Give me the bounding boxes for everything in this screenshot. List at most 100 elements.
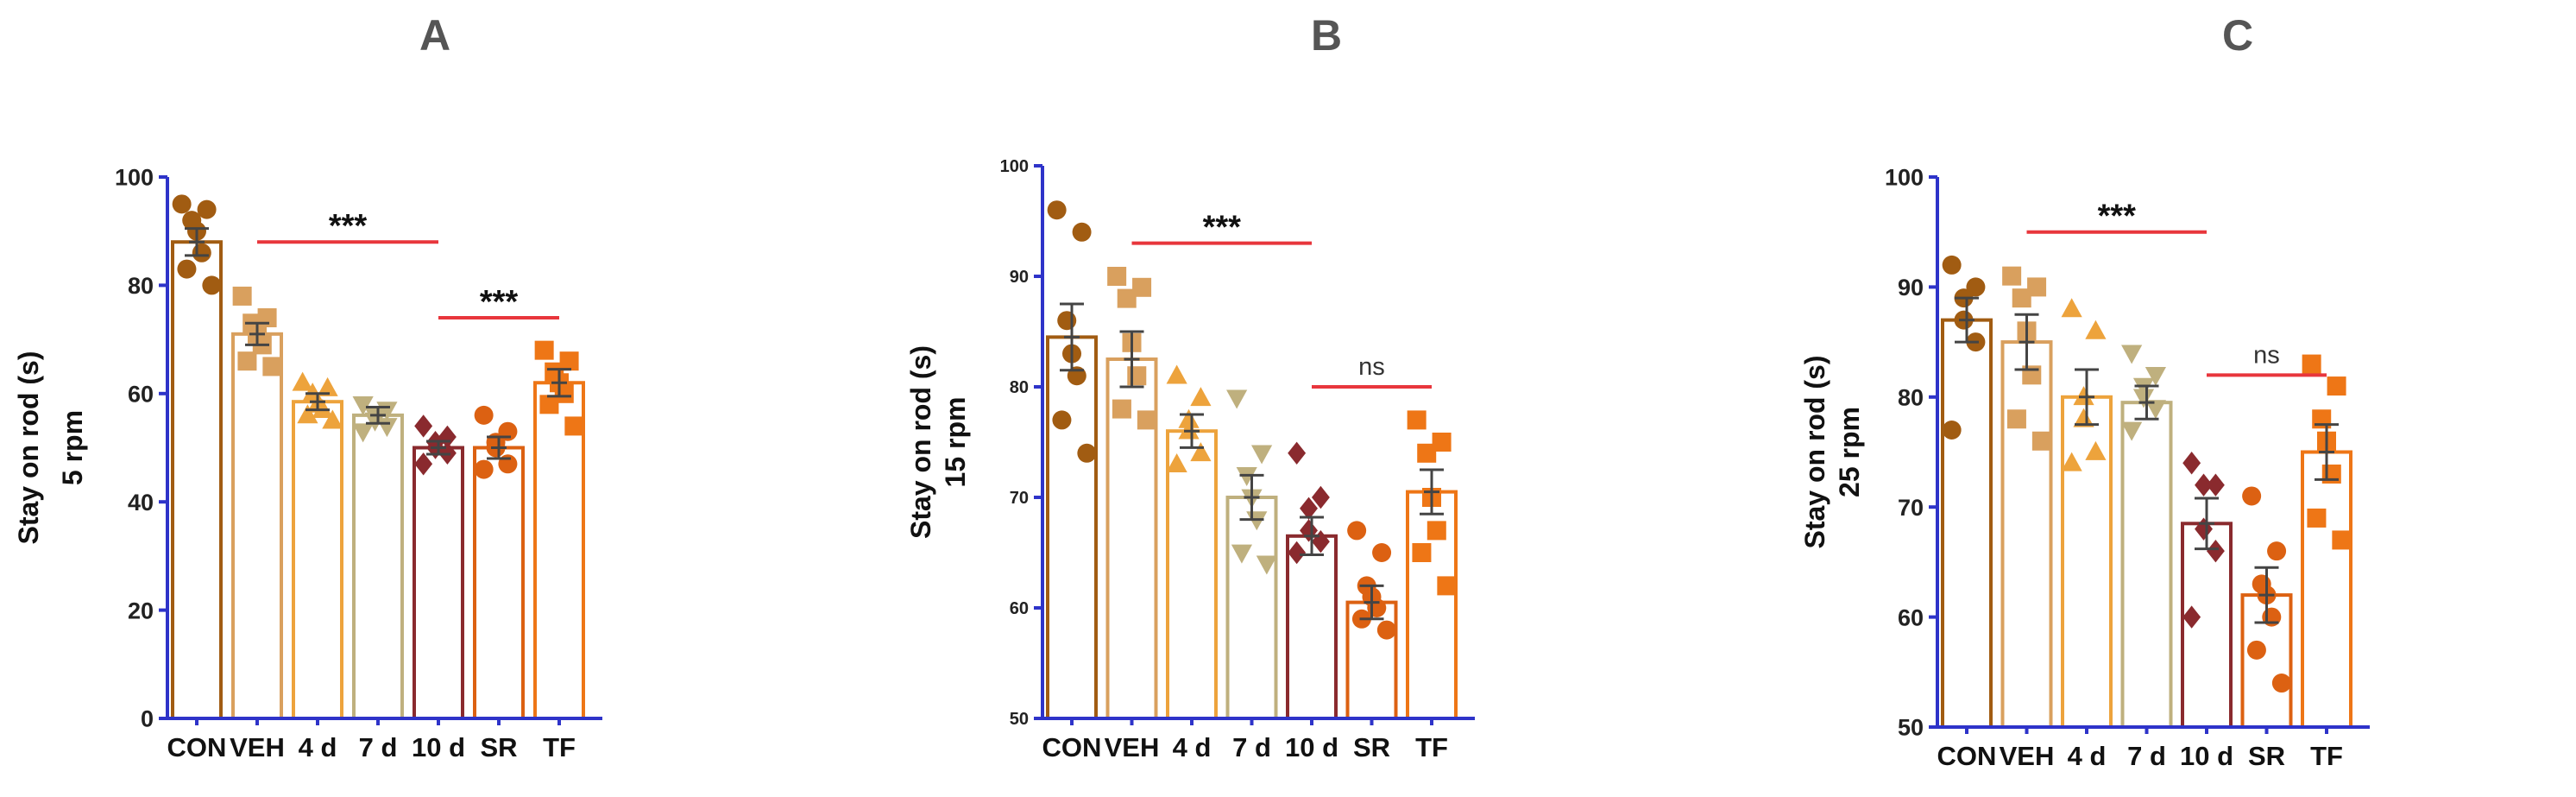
x-tick-label: 7 d [359,732,398,762]
data-point [474,459,494,479]
x-tick-label: 7 d [1232,732,1271,762]
data-point [1047,200,1067,220]
data-point [1311,485,1330,509]
data-point [1077,443,1097,463]
bar-VEH [231,332,283,720]
data-point [1190,442,1212,462]
y-tick-label: 60 [1898,604,1924,630]
y-axis-subtitle: 5 rpm [57,410,88,485]
data-point [1178,408,1200,428]
data-point [2006,409,2026,429]
data-point [322,409,343,429]
data-point [1412,543,1432,562]
data-point [1417,443,1437,463]
y-tick-label: 60 [1010,599,1029,618]
data-point [317,376,338,396]
panel-label: A [419,11,450,60]
x-tick-label: 10 d [412,732,465,762]
bar-CON [171,240,223,720]
data-point [197,199,217,219]
x-tick-label: 7 d [2127,741,2166,771]
panel-label: C [2222,11,2253,60]
data-point [1226,389,1248,409]
x-tick-label: CON [1937,741,1997,771]
x-tick-label: SR [1353,732,1390,762]
data-point [1372,543,1392,562]
data-point [2267,541,2287,561]
y-tick-label: 90 [1010,268,1029,287]
bar-4d [2061,395,2113,729]
data-point [1347,521,1367,541]
significance-label: ns [1358,353,1385,381]
data-point [1112,399,1131,419]
data-point [2206,473,2225,497]
x-tick-label: TF [1415,732,1448,762]
data-point [352,395,374,415]
x-tick-label: 10 d [1285,732,1338,762]
y-axis-title: Stay on rod (s) [13,351,44,544]
x-tick-label: VEH [2000,741,2055,771]
bar-TF [2301,450,2352,729]
panel-label: B [1311,11,1342,60]
x-tick-label: 4 d [2068,741,2107,771]
data-point [1966,277,1986,297]
data-point [172,194,192,214]
x-tick-label: CON [1042,732,1102,762]
x-tick-label: SR [2248,741,2285,771]
data-point [1942,255,1962,275]
y-tick-label: 80 [128,273,154,299]
data-point [2145,400,2167,420]
data-point [2246,640,2266,660]
data-point [1236,467,1257,487]
data-point [1288,541,1307,565]
y-tick-label: 0 [141,706,154,732]
bar-SR [2240,593,2293,729]
bar-VEH [2000,340,2053,729]
bar-4d [1166,429,1218,720]
y-axis-subtitle: 15 rpm [940,397,971,488]
data-point [312,398,333,418]
data-point [1057,311,1077,331]
bar-7d [2120,401,2173,729]
data-point [559,351,579,371]
data-point [1072,222,1092,242]
significance-label: *** [2098,199,2137,235]
bar-7d [1225,496,1278,720]
data-point [474,405,494,425]
data-point [2195,473,2213,497]
data-point [414,414,433,438]
data-point [2121,421,2143,441]
data-point [192,243,211,263]
data-point [2327,376,2346,396]
significance-label: *** [329,208,368,244]
y-tick-label: 60 [128,382,154,408]
data-point [534,340,554,360]
data-point [2242,486,2262,506]
significance-label: *** [480,284,519,320]
bar-CON [1046,335,1098,720]
bar-10d [413,446,464,720]
data-point [2121,345,2143,364]
data-point [292,371,313,391]
data-point [2031,431,2051,451]
y-axis-title: Stay on rod (s) [905,345,936,539]
x-tick-label: SR [480,732,517,762]
data-point [1300,497,1318,520]
data-point [1407,410,1427,430]
data-point [177,259,197,279]
bar-SR [473,446,525,720]
data-point [2012,288,2031,308]
x-tick-label: 4 d [1173,732,1212,762]
data-point [2307,508,2327,528]
data-point [237,351,257,371]
y-tick-label: 70 [1010,489,1029,508]
data-point [2061,298,2082,318]
significance-label: *** [1203,210,1242,246]
data-point [232,286,252,306]
data-point [1166,452,1187,472]
data-point [1376,620,1396,640]
bar-CON [1941,318,1993,729]
data-point [1166,364,1187,384]
data-point [1256,555,1277,575]
data-point [1231,544,1253,564]
